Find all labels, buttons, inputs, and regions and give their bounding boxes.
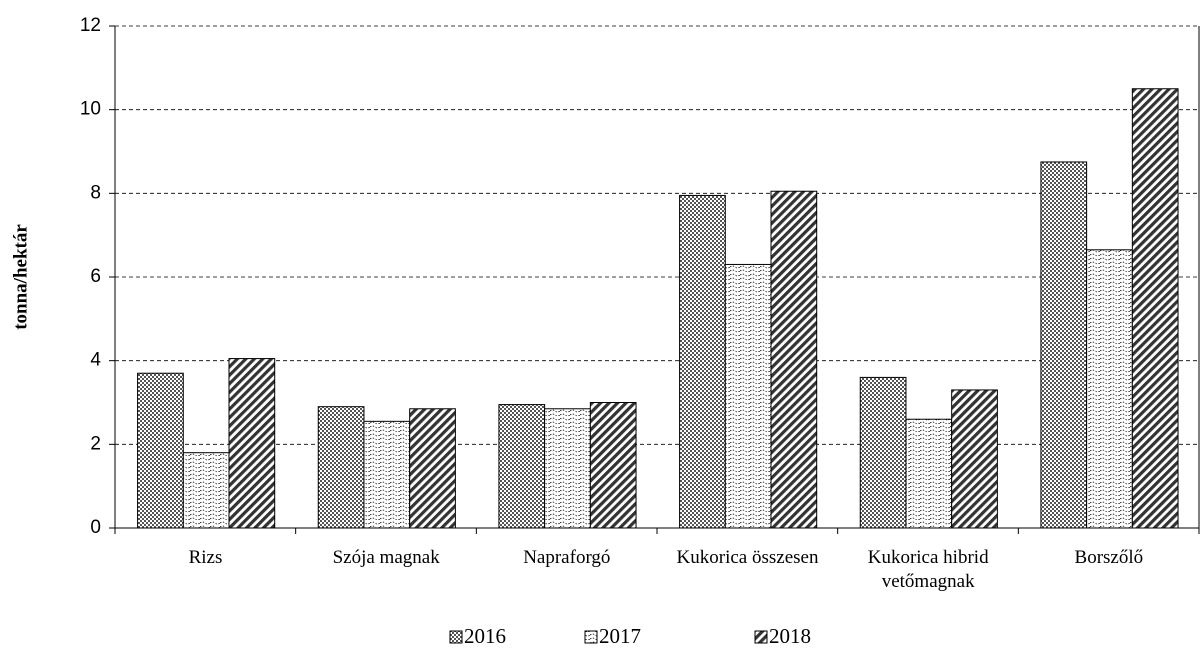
legend-label: 2018	[769, 624, 811, 648]
y-tick-label: 0	[90, 517, 101, 538]
bar	[951, 389, 998, 529]
bar	[905, 418, 953, 529]
legend-swatch	[754, 630, 768, 644]
bar	[724, 263, 772, 529]
bar	[544, 408, 591, 529]
x-tick-label: Szója magnak	[332, 547, 440, 568]
bar	[363, 420, 411, 529]
x-tick-label: Borszőlő	[1074, 547, 1144, 568]
bar	[409, 408, 456, 529]
bar	[1086, 249, 1133, 529]
legend-label: 2017	[599, 624, 641, 648]
y-axis-label: tonna/hektár	[10, 224, 31, 330]
x-tick-label: Napraforgó	[523, 547, 611, 568]
y-tick-label: 8	[90, 182, 101, 203]
legend-swatch	[449, 630, 463, 644]
y-tick-label: 10	[80, 99, 101, 120]
bar	[317, 406, 365, 529]
bar	[1131, 88, 1179, 529]
x-tick-label: Kukorica hibrid vetőmagnak	[867, 547, 989, 592]
y-tick-label: 4	[90, 350, 101, 371]
bar	[182, 452, 230, 529]
bar	[770, 190, 818, 529]
bar	[137, 372, 184, 529]
y-tick-label: 2	[90, 433, 101, 454]
bar	[1040, 161, 1088, 529]
bar	[679, 194, 726, 529]
legend-label: 2016	[464, 624, 506, 648]
y-tick-label: 12	[80, 15, 101, 36]
bar	[859, 376, 907, 529]
x-tick-label: Rizs	[188, 547, 223, 568]
bar	[498, 404, 546, 529]
bar	[228, 358, 276, 529]
legend-swatch	[584, 630, 598, 644]
bar	[589, 402, 637, 529]
x-tick-label: Kukorica összesen	[676, 547, 819, 568]
y-tick-label: 6	[90, 266, 101, 287]
